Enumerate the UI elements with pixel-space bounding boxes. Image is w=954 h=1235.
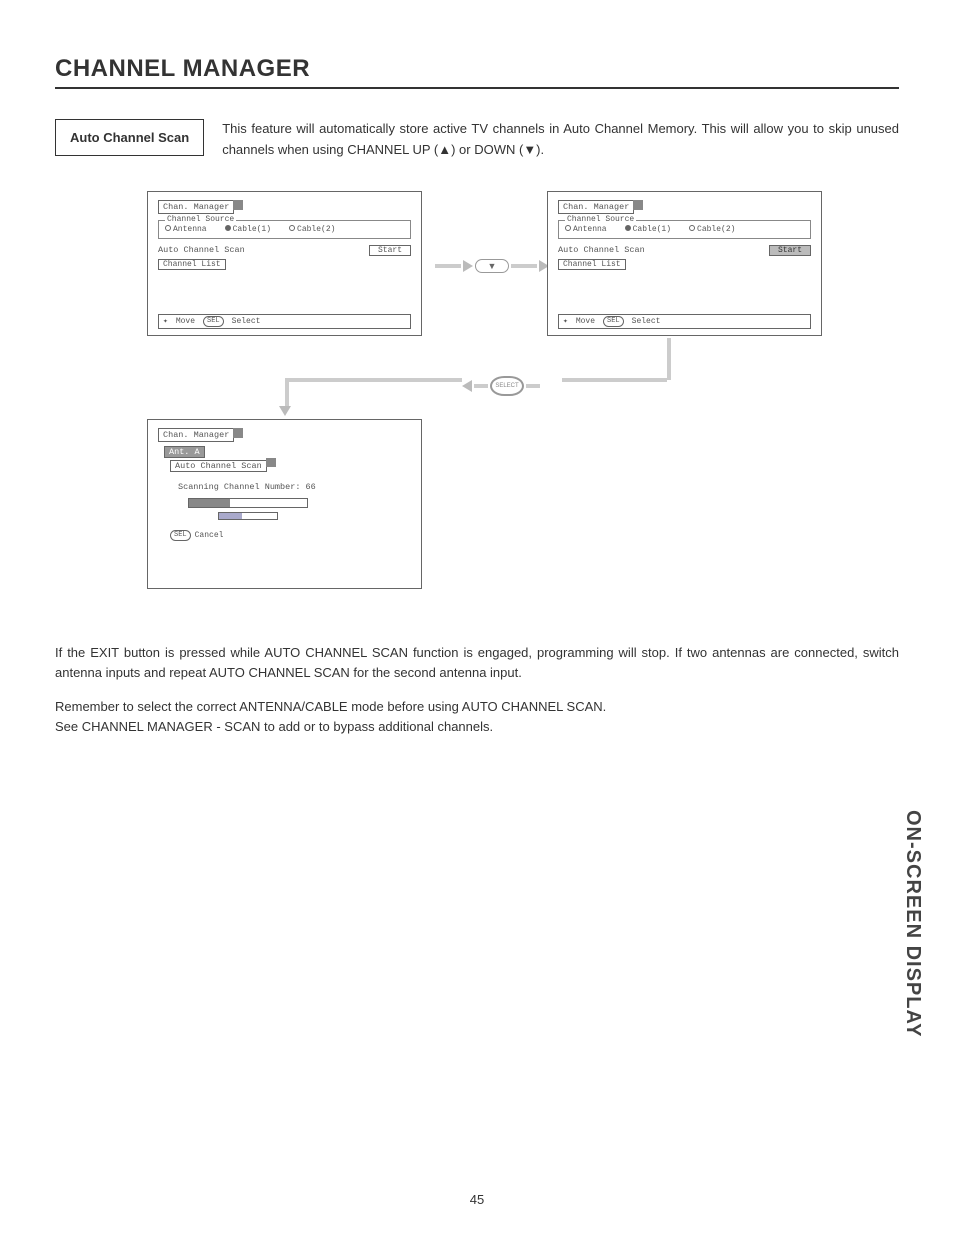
tab-notch bbox=[233, 428, 243, 438]
tab-notch bbox=[266, 458, 276, 467]
arrow-left-select: SELECT bbox=[462, 376, 540, 396]
sel-pill: SEL bbox=[203, 316, 224, 327]
start-button[interactable]: Start bbox=[369, 245, 411, 256]
tab-notch bbox=[633, 200, 643, 210]
footer-move: Move bbox=[576, 317, 595, 326]
diagram-area: Chan. Manager Channel Source Antenna Cab… bbox=[107, 191, 847, 611]
arrow-path-vert-2 bbox=[285, 378, 289, 408]
arrow-head-down bbox=[279, 406, 291, 416]
intro-text: This feature will automatically store ac… bbox=[222, 119, 899, 161]
osd-footer: ✦ Move SEL Select bbox=[558, 314, 811, 329]
page-number: 45 bbox=[0, 1192, 954, 1207]
tab-notch bbox=[233, 200, 243, 210]
src-cable2: Cable(2) bbox=[289, 225, 335, 234]
channel-source-legend: Channel Source bbox=[165, 215, 236, 224]
osd-header: Chan. Manager bbox=[158, 200, 234, 214]
move-icon: ✦ bbox=[563, 316, 568, 326]
body-para-2: Remember to select the correct ANTENNA/C… bbox=[55, 697, 899, 737]
progress-bar-1 bbox=[188, 498, 308, 508]
footer-move: Move bbox=[176, 317, 195, 326]
side-tab: ON-SCREEN DISPLAY bbox=[901, 810, 924, 1037]
channel-source-fieldset: Channel Source Antenna Cable(1) Cable(2) bbox=[158, 220, 411, 239]
osd-scanning-panel: Chan. Manager Ant. A Auto Channel Scan S… bbox=[147, 419, 422, 589]
cancel-row: SEL Cancel bbox=[170, 530, 411, 541]
auto-scan-label: Auto Channel Scan bbox=[158, 245, 245, 255]
scanning-text: Scanning Channel Number: 66 bbox=[178, 482, 411, 492]
body-text: If the EXIT button is pressed while AUTO… bbox=[55, 643, 899, 738]
osd-panel-1: Chan. Manager Channel Source Antenna Cab… bbox=[147, 191, 422, 336]
osd-header: Chan. Manager bbox=[558, 200, 634, 214]
intro-row: Auto Channel Scan This feature will auto… bbox=[55, 119, 899, 161]
osd-panel-2: Chan. Manager Channel Source Antenna Cab… bbox=[547, 191, 822, 336]
footer-select: Select bbox=[632, 317, 661, 326]
cancel-label: Cancel bbox=[195, 531, 224, 540]
osd-header: Chan. Manager bbox=[158, 428, 234, 442]
body-para-1: If the EXIT button is pressed while AUTO… bbox=[55, 643, 899, 683]
start-button-highlighted[interactable]: Start bbox=[769, 245, 811, 256]
footer-select: Select bbox=[232, 317, 261, 326]
channel-source-fieldset: Channel Source Antenna Cable(1) Cable(2) bbox=[558, 220, 811, 239]
osd-footer: ✦ Move SEL Select bbox=[158, 314, 411, 329]
src-cable1: Cable(1) bbox=[225, 225, 271, 234]
antenna-subheader: Ant. A bbox=[164, 446, 205, 458]
section-label-box: Auto Channel Scan bbox=[55, 119, 204, 156]
move-icon: ✦ bbox=[163, 316, 168, 326]
channel-list-button[interactable]: Channel List bbox=[158, 259, 226, 270]
remote-select-button: SELECT bbox=[490, 376, 524, 396]
sel-pill: SEL bbox=[603, 316, 624, 327]
progress-bar-2 bbox=[218, 512, 278, 520]
arrow-path-vert bbox=[667, 338, 671, 380]
remote-down-button: ▼ bbox=[475, 259, 509, 273]
auto-scan-label: Auto Channel Scan bbox=[558, 245, 645, 255]
arrow-path-horiz bbox=[562, 378, 667, 382]
channel-source-legend: Channel Source bbox=[565, 215, 636, 224]
channel-list-button[interactable]: Channel List bbox=[558, 259, 626, 270]
arrow-right-1: ▼ bbox=[435, 259, 549, 273]
src-cable2: Cable(2) bbox=[689, 225, 735, 234]
sel-pill: SEL bbox=[170, 530, 191, 541]
page-title: CHANNEL MANAGER bbox=[55, 55, 899, 89]
arrow-path-horiz-2 bbox=[287, 378, 462, 382]
src-antenna: Antenna bbox=[165, 225, 207, 234]
src-antenna: Antenna bbox=[565, 225, 607, 234]
src-cable1: Cable(1) bbox=[625, 225, 671, 234]
auto-scan-subheader: Auto Channel Scan bbox=[170, 460, 267, 472]
